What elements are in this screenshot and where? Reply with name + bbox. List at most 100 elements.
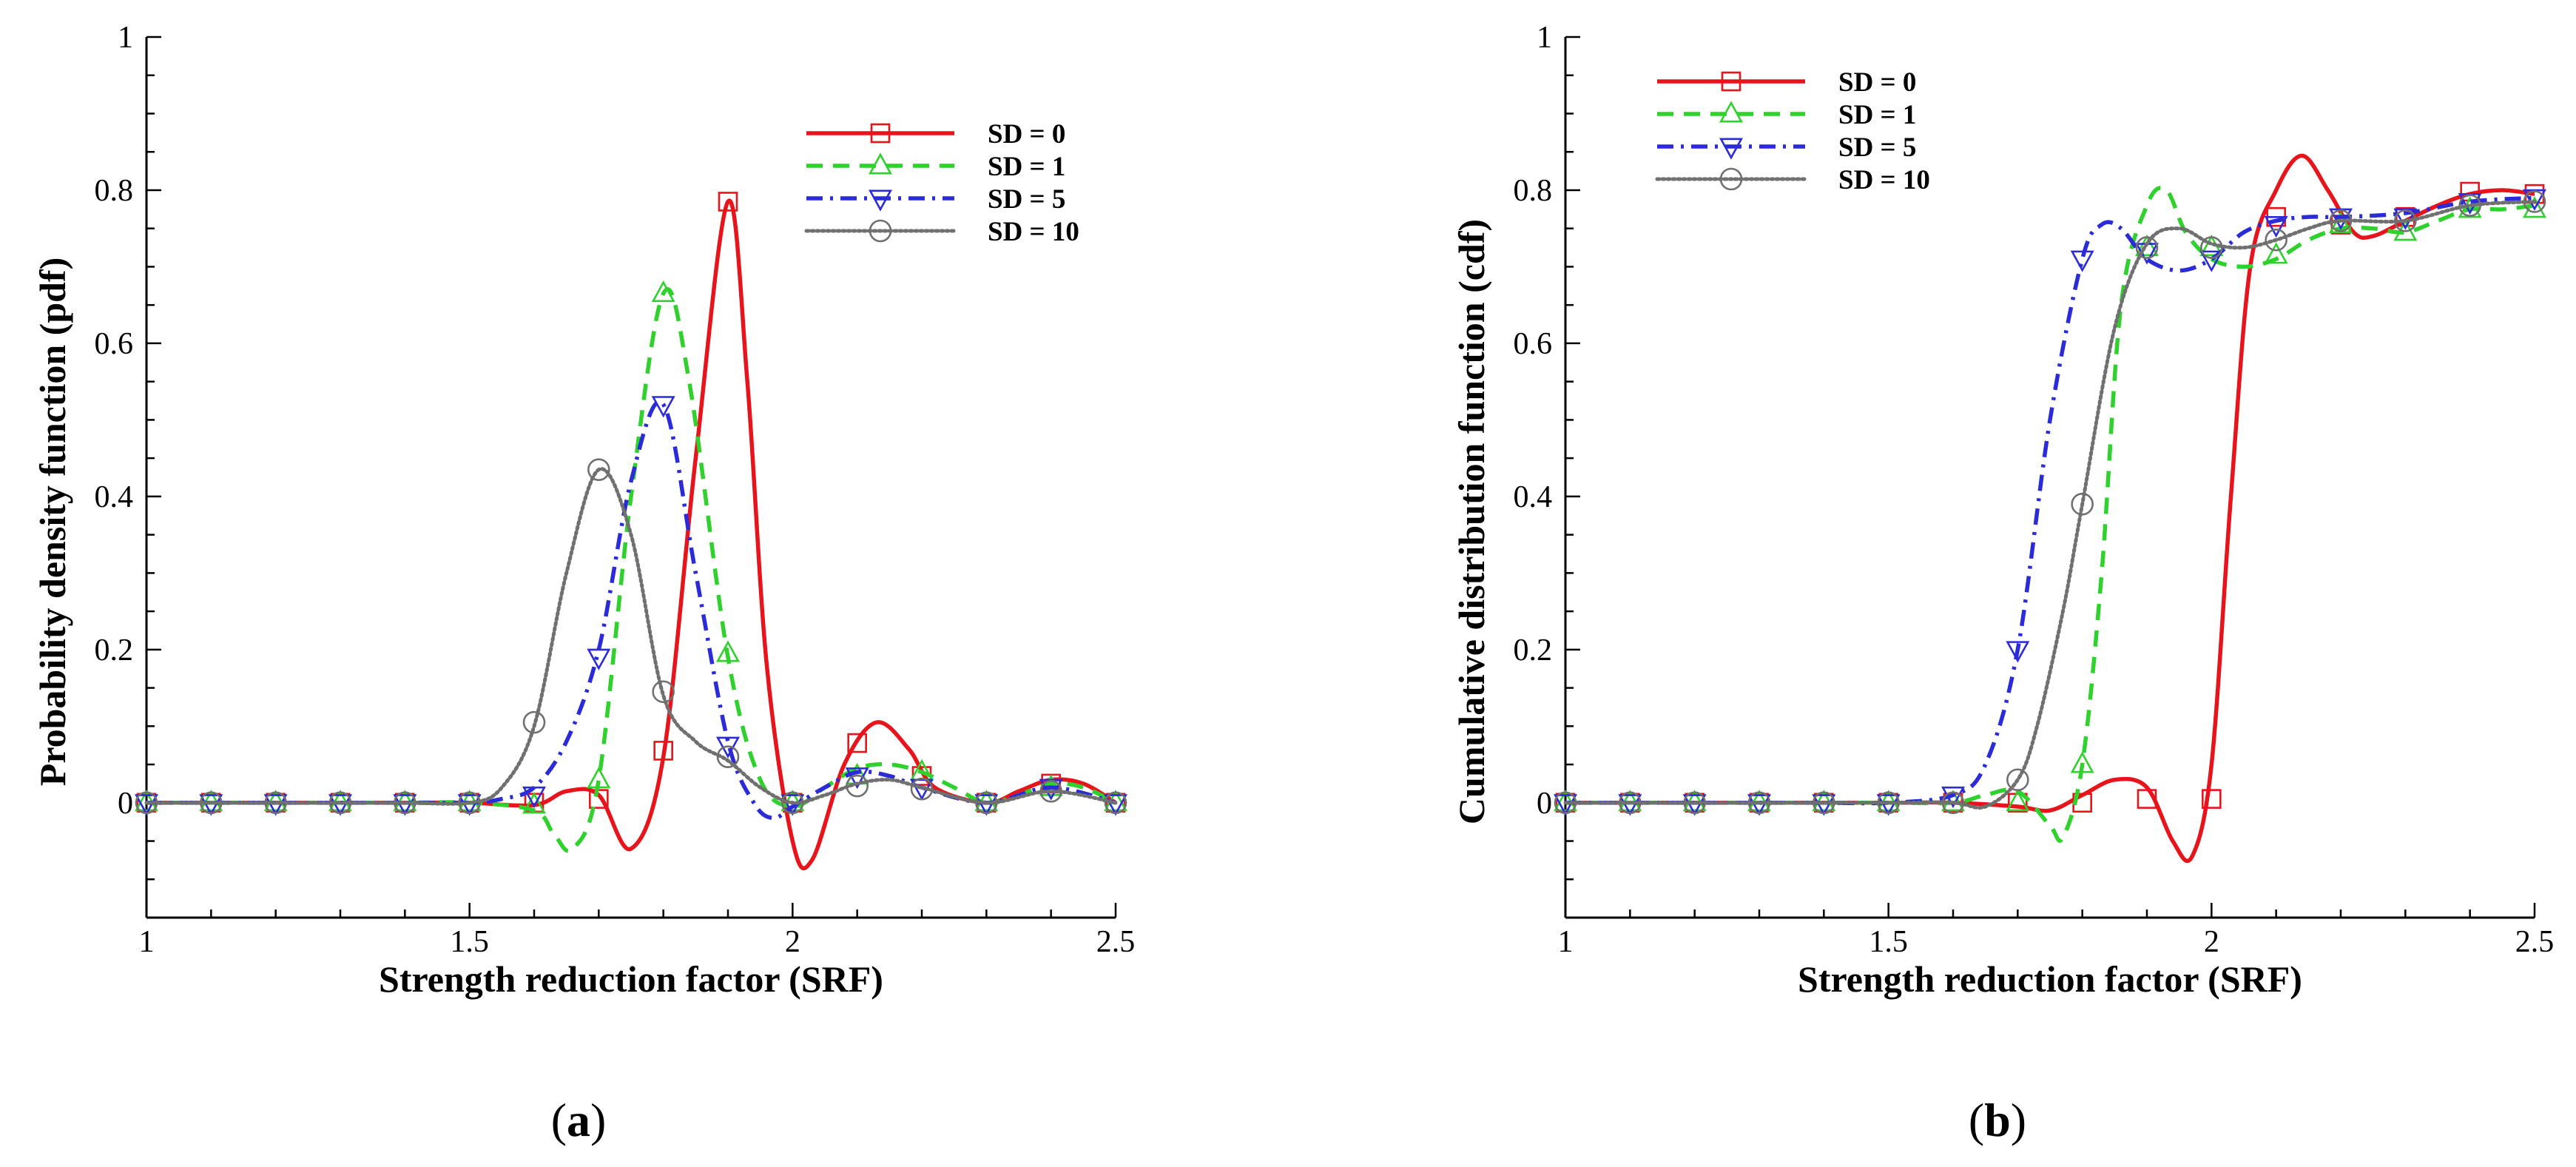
chart-b-y-tick-label: 0 (1537, 787, 1552, 821)
chart-a-marker-sd-5 (587, 648, 611, 670)
chart-b-legend-label-sd-0: SD = 0 (1838, 67, 1916, 98)
chart-a-marker-sd-1 (522, 792, 546, 814)
chart-panel-b: 1 1.5 2 2.5 0 0.2 0.4 0.6 0.8 1 Strength reduction… (1451, 21, 2554, 1146)
chart-b-marker-sd-10 (2200, 236, 2223, 259)
chart-b-line-sd-5 (1565, 195, 2535, 806)
chart-b-marker-sd-5 (2264, 216, 2288, 238)
chart-b-marker-sd-1 (2264, 242, 2288, 264)
chart-a-x-tick-label: 1 (139, 925, 155, 959)
chart-a-y-tick-label: 0.4 (95, 480, 134, 514)
chart-a-marker-sd-10 (264, 791, 287, 815)
chart-a-marker-sd-10 (846, 774, 869, 798)
chart-b-marker-sd-10 (2006, 768, 2029, 792)
chart-a-y-tick-label: 0.8 (95, 174, 134, 208)
chart-b-legend-marker-sd-0 (1721, 71, 1742, 92)
chart-a-x-tick-label: 2 (785, 925, 800, 959)
chart-a-legend-label-sd-10: SD = 10 (988, 217, 1079, 247)
chart-a-y-tick-label: 1 (118, 21, 133, 55)
chart-a-marker-sd-1 (651, 280, 675, 303)
chart-b-line-sd-0 (1565, 153, 2535, 864)
chart-a-series-sd-1 (135, 280, 1127, 853)
chart-a-legend-label-sd-0: SD = 0 (988, 119, 1065, 149)
chart-a-legend-marker-sd-10 (869, 219, 892, 243)
chart-a-marker-sd-10 (328, 791, 352, 815)
chart-b-y-tick-label: 1 (1537, 21, 1552, 55)
chart-a-x-axis-title: Strength reduction factor (SRF) (379, 958, 883, 1000)
chart-b-legend-label-sd-1: SD = 1 (1838, 100, 1916, 130)
chart-b-marker-sd-10 (2329, 209, 2353, 232)
chart-a-legend-label-sd-5: SD = 5 (988, 184, 1065, 215)
chart-b-marker-sd-0 (2460, 181, 2480, 202)
chart-a-x-tick-label: 2.5 (1096, 925, 1136, 959)
chart-b-marker-sd-10 (2523, 190, 2546, 213)
chart-a-marker-sd-10 (716, 745, 740, 768)
chart-a-marker-sd-0 (653, 741, 673, 761)
chart-b-legend: SD = 0SD = 1SD = 5SD = 10 (1655, 67, 1930, 195)
chart-b-marker-sd-1 (2135, 234, 2159, 257)
chart-b-y-axis-title: Cumulative distribution function (cdf) (1451, 219, 1492, 824)
chart-b-marker-sd-5 (1941, 786, 1965, 809)
chart-b-marker-sd-10 (1941, 791, 1965, 815)
chart-b-marker-sd-10 (1747, 791, 1771, 815)
chart-b-series-sd-0 (1555, 153, 2545, 864)
chart-b-marker-sd-0 (2137, 789, 2157, 809)
chart-a-marker-sd-10 (1104, 791, 1127, 815)
chart-b-panel-label: (b) (1969, 1094, 2026, 1146)
chart-b-legend-marker-sd-1 (1719, 101, 1743, 123)
chart-b-legend-marker-sd-5 (1719, 138, 1743, 160)
chart-b-x-tick-label: 1 (1558, 925, 1574, 959)
chart-b-marker-sd-10 (2394, 209, 2417, 232)
chart-a-legend: SD = 0SD = 1SD = 5SD = 10 (804, 119, 1079, 247)
chart-a-marker-sd-10 (781, 791, 804, 815)
chart-a-legend-marker-sd-5 (869, 189, 892, 212)
chart-b-series-sd-5 (1554, 189, 2546, 816)
chart-b-marker-sd-5 (2523, 189, 2546, 212)
chart-a-marker-sd-1 (587, 767, 611, 789)
chart-b-legend-label-sd-5: SD = 5 (1838, 132, 1916, 163)
chart-b-legend-marker-sd-10 (1719, 167, 1743, 191)
chart-a-marker-sd-1 (716, 640, 740, 662)
chart-a-marker-sd-0 (718, 192, 738, 212)
chart-b-marker-sd-10 (2458, 194, 2481, 217)
chart-b-marker-sd-10 (2265, 228, 2287, 252)
chart-b-x-tick-label: 1.5 (1869, 925, 1908, 959)
chart-a-y-tick-label: 0 (118, 787, 133, 821)
chart-a-series-sd-5 (135, 396, 1127, 821)
chart-a-marker-sd-10 (135, 791, 158, 815)
chart-b-legend-item-sd-0: SD = 0 (1657, 67, 1916, 98)
chart-b-marker-sd-1 (2070, 751, 2094, 773)
chart-a-y-tick-label: 0.6 (95, 327, 134, 361)
chart-a-series-sd-10 (135, 458, 1127, 815)
chart-a-y-tick-label: 0.2 (95, 633, 134, 667)
chart-b-x-tick-label: 2.5 (2515, 925, 2555, 959)
chart-b-x-tick-label: 2 (2204, 925, 2219, 959)
chart-a-marker-sd-10 (652, 680, 675, 704)
chart-b-marker-sd-10 (1619, 791, 1642, 815)
chart-b-marker-sd-10 (2135, 236, 2159, 259)
chart-a-marker-sd-10 (394, 791, 417, 815)
chart-b-y-tick-label: 0.8 (1514, 174, 1553, 208)
chart-b-marker-sd-0 (2202, 789, 2222, 809)
chart-b-y-tick-label: 0.4 (1514, 480, 1553, 514)
chart-b-marker-sd-10 (1813, 791, 1835, 815)
chart-a-marker-sd-10 (1039, 779, 1062, 803)
chart-a-line-sd-10 (144, 467, 1118, 806)
chart-b-y-tick-label: 0.2 (1514, 633, 1553, 667)
chart-b-marker-sd-10 (1683, 791, 1706, 815)
chart-b-marker-sd-0 (2008, 793, 2028, 813)
chart-a-legend-label-sd-1: SD = 1 (988, 152, 1065, 182)
chart-a-marker-sd-0 (1105, 793, 1126, 813)
chart-b-line-sd-10 (1563, 199, 2537, 810)
chart-panel-a: 1 1.5 2 2.5 0 0.2 0.4 0.6 0.8 1 Strength reduction… (32, 21, 1135, 1146)
chart-a-marker-sd-5 (1104, 794, 1127, 816)
chart-a-x-tick-label: 1.5 (450, 925, 489, 959)
chart-a-panel-label: (a) (551, 1094, 607, 1146)
chart-a-marker-sd-0 (847, 733, 867, 753)
chart-a-legend-item-sd-10: SD = 10 (804, 217, 1079, 247)
chart-b-line-sd-1 (1565, 186, 2535, 843)
chart-b-marker-sd-10 (2071, 492, 2094, 516)
chart-a-line-sd-1 (146, 287, 1117, 853)
chart-a-legend-item-sd-1: SD = 1 (806, 152, 1065, 182)
chart-a-marker-sd-5 (651, 396, 675, 418)
chart-a-legend-marker-sd-1 (869, 152, 892, 175)
